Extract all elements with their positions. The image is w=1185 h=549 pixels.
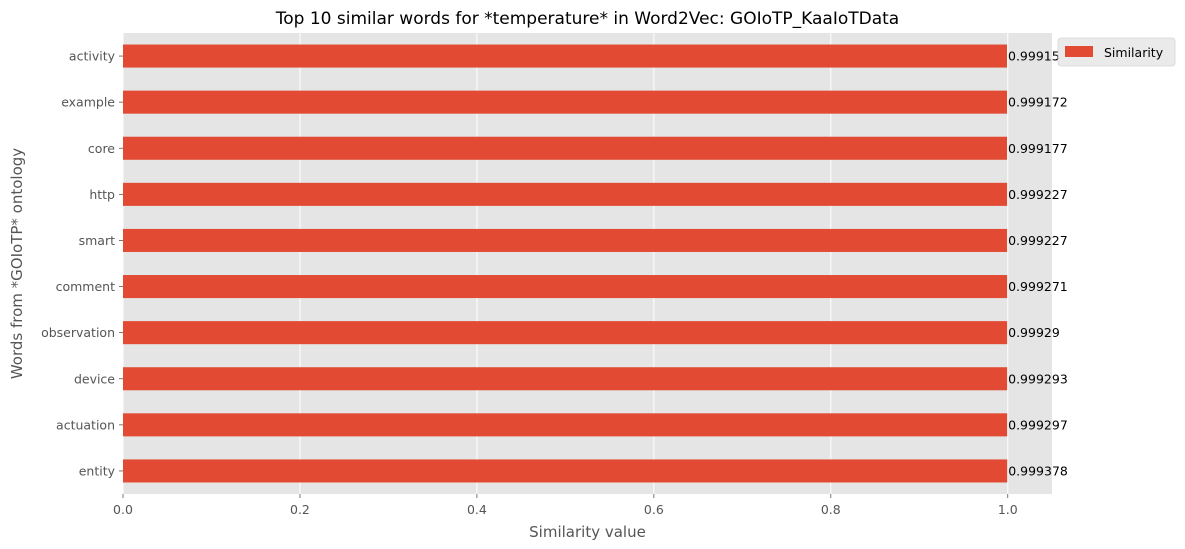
legend-label: Similarity bbox=[1104, 45, 1164, 60]
y-tick-label: actuation bbox=[56, 417, 115, 432]
bar-device bbox=[123, 367, 1008, 391]
bar-observation bbox=[123, 321, 1008, 345]
y-tick-label: core bbox=[88, 141, 115, 156]
legend-box bbox=[1057, 37, 1176, 67]
bar-entity bbox=[123, 459, 1008, 483]
y-tick-label: entity bbox=[79, 463, 116, 478]
bar-http bbox=[123, 182, 1008, 206]
value-label: 0.999227 bbox=[1008, 187, 1068, 202]
legend-swatch bbox=[1065, 46, 1093, 57]
y-axis-title: Words from *GOIoTP* ontology bbox=[8, 148, 26, 379]
y-tick-label: observation bbox=[41, 325, 115, 340]
y-axis-ticks: entity actuation device observation comment s… bbox=[41, 49, 123, 478]
value-labels: 0.999378 0.999297 0.999293 0.99929 0.999271 0… bbox=[1008, 49, 1068, 479]
value-label: 0.999378 bbox=[1008, 463, 1068, 478]
value-label: 0.999293 bbox=[1008, 371, 1068, 386]
y-tick-label: example bbox=[61, 95, 115, 110]
x-tick-label: 0.2 bbox=[290, 502, 310, 517]
y-tick-label: comment bbox=[56, 279, 115, 294]
x-axis-ticks: 0.0 0.2 0.4 0.6 0.8 1.0 bbox=[113, 494, 1018, 517]
x-tick-label: 0.6 bbox=[644, 502, 664, 517]
bar-activity bbox=[123, 44, 1008, 68]
x-tick-label: 1.0 bbox=[998, 502, 1018, 517]
value-label: 0.999227 bbox=[1008, 233, 1068, 248]
bar-smart bbox=[123, 228, 1008, 252]
x-tick-label: 0.8 bbox=[821, 502, 841, 517]
y-tick-label: smart bbox=[79, 233, 115, 248]
value-label: 0.999271 bbox=[1008, 279, 1068, 294]
bar-comment bbox=[123, 275, 1008, 299]
y-tick-label: device bbox=[74, 371, 115, 386]
chart-title: Top 10 similar words for *temperature* i… bbox=[275, 9, 899, 29]
bar-core bbox=[123, 136, 1008, 160]
value-label: 0.99915 bbox=[1008, 49, 1060, 64]
y-tick-label: http bbox=[89, 187, 115, 202]
y-tick-label: activity bbox=[69, 49, 116, 64]
value-label: 0.999172 bbox=[1008, 95, 1068, 110]
bar-example bbox=[123, 90, 1008, 114]
legend: Similarity bbox=[1057, 37, 1176, 67]
value-label: 0.999177 bbox=[1008, 141, 1068, 156]
value-label: 0.999297 bbox=[1008, 417, 1068, 432]
bars bbox=[123, 44, 1008, 483]
x-tick-label: 0.0 bbox=[113, 502, 133, 517]
x-tick-label: 0.4 bbox=[467, 502, 487, 517]
x-axis-title: Similarity value bbox=[529, 523, 646, 541]
value-label: 0.99929 bbox=[1008, 325, 1060, 340]
bar-actuation bbox=[123, 413, 1008, 437]
